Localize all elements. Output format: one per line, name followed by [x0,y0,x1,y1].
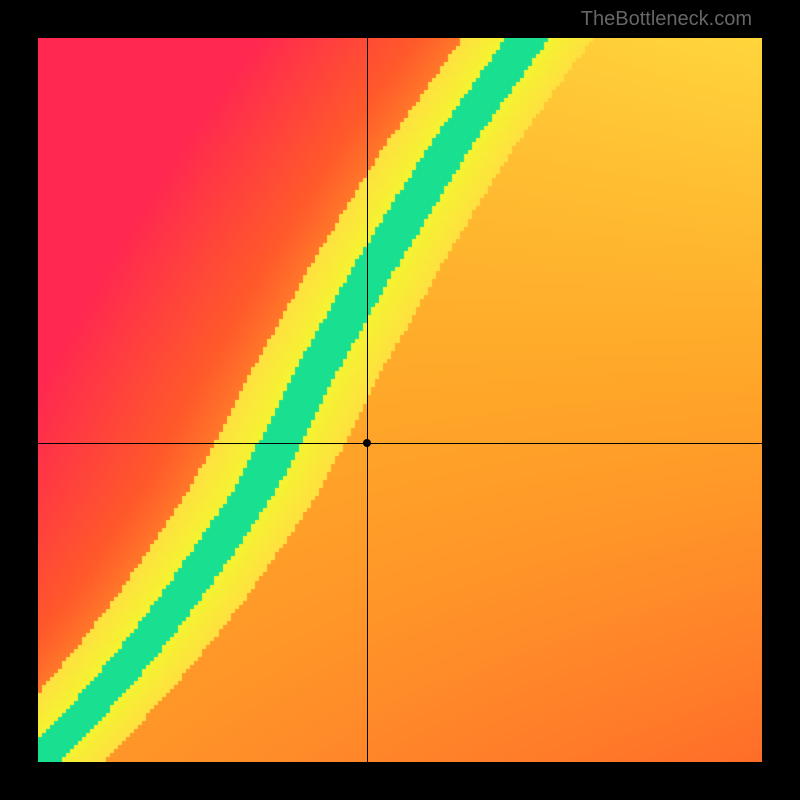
heatmap-canvas [38,38,762,762]
marker-dot [363,439,371,447]
crosshair-horizontal [38,443,762,444]
watermark-text: TheBottleneck.com [581,8,752,31]
crosshair-vertical [367,38,368,762]
plot-area [38,38,762,762]
